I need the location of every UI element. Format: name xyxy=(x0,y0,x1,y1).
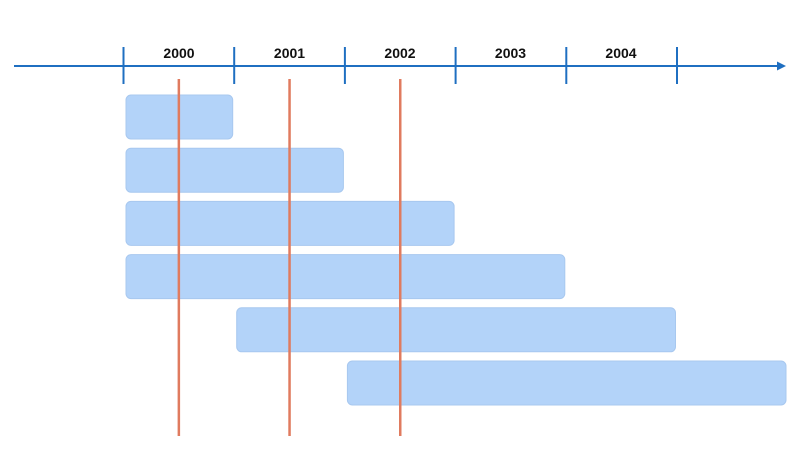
axis-ticks xyxy=(122,47,678,84)
year-label-2001: 2001 xyxy=(274,45,305,61)
interval-bar xyxy=(125,147,344,193)
year-label-2002: 2002 xyxy=(384,45,415,61)
year-label-2003: 2003 xyxy=(495,45,526,61)
interval-bars xyxy=(125,94,787,406)
interval-bar xyxy=(125,254,566,300)
interval-bar xyxy=(236,307,676,353)
interval-bar xyxy=(346,360,787,406)
axis-arrow-icon xyxy=(777,61,786,71)
year-label-2000: 2000 xyxy=(163,45,194,61)
timeline-axis xyxy=(14,61,786,71)
marker-lines xyxy=(177,79,402,436)
year-label-2004: 2004 xyxy=(605,45,636,61)
year-labels: 2000 2001 2002 2003 2004 xyxy=(163,45,636,61)
